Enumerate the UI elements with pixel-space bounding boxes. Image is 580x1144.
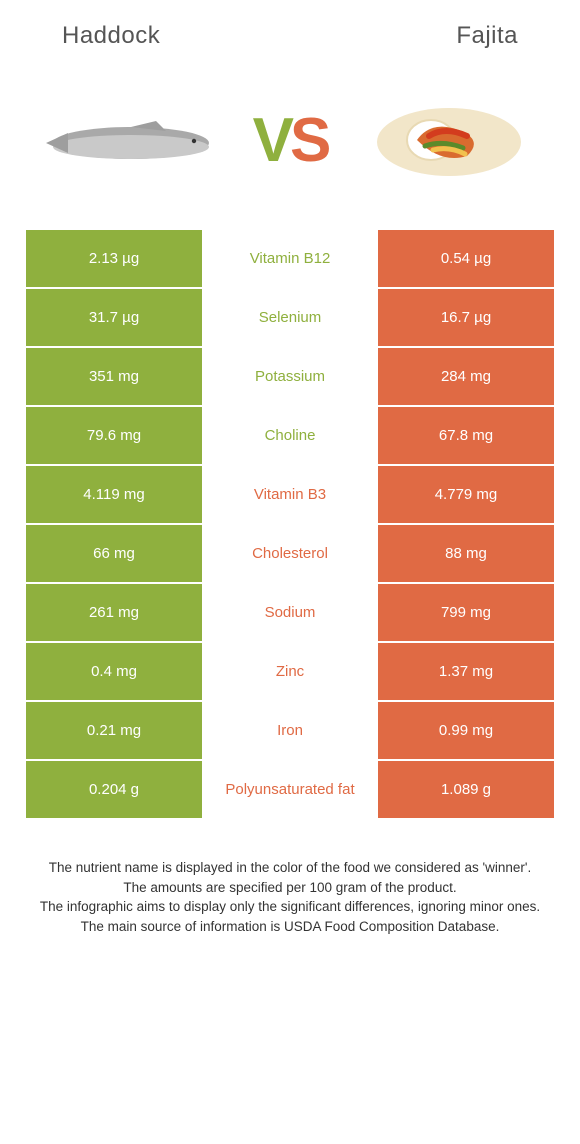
nutrient-label: Selenium [202, 289, 378, 346]
table-row: 0.204 gPolyunsaturated fat1.089 g [26, 761, 554, 818]
footnotes: The nutrient name is displayed in the co… [0, 820, 580, 936]
right-value: 1.37 mg [378, 643, 554, 700]
note-line: The nutrient name is displayed in the co… [36, 858, 544, 878]
table-row: 261 mgSodium799 mg [26, 584, 554, 641]
left-value: 261 mg [26, 584, 202, 641]
right-value: 4.779 mg [378, 466, 554, 523]
nutrient-label: Sodium [202, 584, 378, 641]
right-value: 1.089 g [378, 761, 554, 818]
right-value: 284 mg [378, 348, 554, 405]
nutrient-label: Vitamin B12 [202, 230, 378, 287]
fish-icon [36, 105, 226, 175]
right-value: 88 mg [378, 525, 554, 582]
fajita-icon [359, 90, 539, 190]
table-row: 79.6 mgCholine67.8 mg [26, 407, 554, 464]
vs-label: V S [253, 105, 328, 176]
table-row: 31.7 µgSelenium16.7 µg [26, 289, 554, 346]
left-value: 2.13 µg [26, 230, 202, 287]
left-value: 0.4 mg [26, 643, 202, 700]
right-value: 0.99 mg [378, 702, 554, 759]
nutrient-label: Zinc [202, 643, 378, 700]
nutrient-label: Cholesterol [202, 525, 378, 582]
infographic: Haddock Fajita V S [0, 0, 580, 936]
nutrient-label: Choline [202, 407, 378, 464]
left-value: 0.204 g [26, 761, 202, 818]
left-value: 66 mg [26, 525, 202, 582]
right-value: 16.7 µg [378, 289, 554, 346]
nutrient-label: Vitamin B3 [202, 466, 378, 523]
table-row: 0.21 mgIron0.99 mg [26, 702, 554, 759]
comparison-table: 2.13 µgVitamin B120.54 µg31.7 µgSelenium… [0, 230, 580, 818]
note-line: The main source of information is USDA F… [36, 917, 544, 937]
note-line: The amounts are specified per 100 gram o… [36, 878, 544, 898]
left-value: 351 mg [26, 348, 202, 405]
note-line: The infographic aims to display only the… [36, 897, 544, 917]
right-value: 0.54 µg [378, 230, 554, 287]
table-row: 351 mgPotassium284 mg [26, 348, 554, 405]
nutrient-label: Iron [202, 702, 378, 759]
right-food-title: Fajita [456, 22, 518, 50]
table-row: 0.4 mgZinc1.37 mg [26, 643, 554, 700]
vs-v: V [253, 105, 290, 176]
table-row: 2.13 µgVitamin B120.54 µg [26, 230, 554, 287]
table-row: 66 mgCholesterol88 mg [26, 525, 554, 582]
left-value: 0.21 mg [26, 702, 202, 759]
left-value: 31.7 µg [26, 289, 202, 346]
nutrient-label: Polyunsaturated fat [202, 761, 378, 818]
title-row: Haddock Fajita [0, 0, 580, 50]
right-food-image [337, 90, 560, 190]
left-value: 79.6 mg [26, 407, 202, 464]
left-food-title: Haddock [62, 22, 160, 50]
nutrient-label: Potassium [202, 348, 378, 405]
vs-s: S [290, 105, 327, 176]
table-row: 4.119 mgVitamin B34.779 mg [26, 466, 554, 523]
hero-row: V S [0, 50, 580, 230]
left-value: 4.119 mg [26, 466, 202, 523]
right-value: 799 mg [378, 584, 554, 641]
left-food-image [20, 105, 243, 175]
right-value: 67.8 mg [378, 407, 554, 464]
